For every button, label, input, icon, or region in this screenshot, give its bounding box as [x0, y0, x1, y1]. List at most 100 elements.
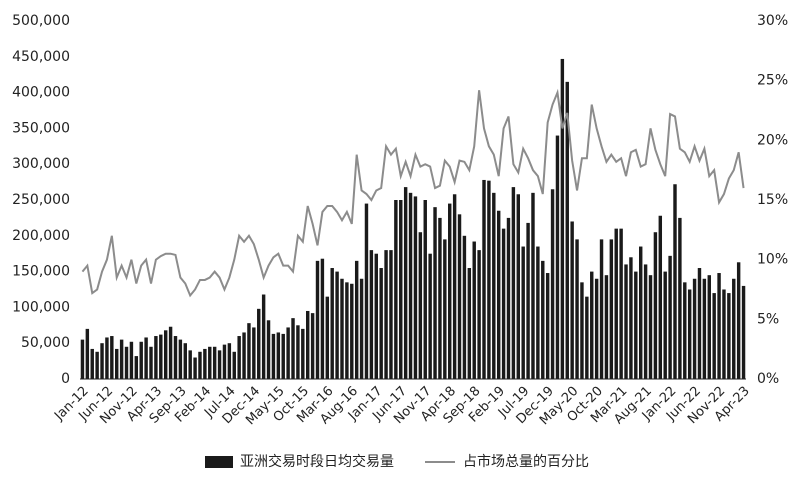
- bar: [203, 348, 207, 379]
- bar: [305, 310, 310, 379]
- bar: [364, 203, 369, 379]
- bar: [570, 221, 574, 379]
- bar: [354, 260, 359, 379]
- bar: [638, 246, 643, 379]
- bar: [208, 346, 212, 379]
- bar: [413, 196, 418, 379]
- bar: [134, 356, 139, 379]
- bar: [95, 351, 99, 379]
- y2-tick-label: 25%: [757, 73, 788, 89]
- y2-tick-label: 15%: [757, 192, 788, 208]
- bar: [541, 260, 545, 379]
- y2-tick-label: 10%: [757, 252, 788, 268]
- bar: [100, 343, 104, 379]
- bar: [658, 215, 663, 379]
- bar: [448, 203, 452, 379]
- bar: [732, 278, 736, 379]
- bar: [188, 350, 192, 379]
- y2-tick-label: 30%: [757, 13, 788, 29]
- bar: [291, 318, 295, 379]
- bar: [692, 278, 697, 379]
- y2-tick-label: 0%: [757, 371, 779, 387]
- bar: [599, 239, 604, 379]
- bar: [178, 339, 183, 379]
- bar: [511, 187, 516, 379]
- bar: [379, 268, 383, 379]
- bar: [232, 351, 236, 379]
- bar: [585, 296, 589, 379]
- bar: [80, 339, 85, 379]
- y2-tick-label: 5%: [757, 311, 779, 327]
- bar: [286, 327, 290, 379]
- bar: [237, 336, 241, 379]
- bar: [90, 348, 94, 379]
- bar: [653, 232, 658, 379]
- bar: [340, 278, 344, 379]
- bar: [261, 294, 266, 379]
- bar: [575, 239, 579, 379]
- bar: [149, 346, 153, 379]
- bar: [359, 278, 364, 379]
- bar: [521, 246, 525, 379]
- bar: [496, 210, 501, 379]
- bar: [408, 192, 413, 379]
- bar: [242, 332, 246, 379]
- bar: [129, 341, 134, 379]
- bar: [717, 273, 721, 379]
- bar: [105, 337, 109, 379]
- bar: [418, 232, 423, 379]
- bar: [159, 334, 163, 379]
- y-tick-label: 400,000: [12, 85, 70, 101]
- bar: [634, 271, 638, 379]
- y2-tick-label: 20%: [757, 132, 788, 148]
- bar: [144, 337, 148, 379]
- bar: [452, 194, 457, 379]
- legend-label: 占市场总量的百分比: [463, 453, 589, 470]
- bar: [423, 200, 427, 379]
- line: [81, 88, 745, 298]
- bar: [594, 278, 599, 379]
- y-tick-label: 0: [61, 371, 70, 387]
- bar: [212, 346, 217, 379]
- bar: [678, 217, 682, 379]
- bar: [741, 285, 746, 379]
- legend-swatch: [205, 456, 233, 468]
- bar: [374, 253, 378, 379]
- bar: [193, 357, 197, 379]
- bar: [673, 184, 677, 379]
- bar: [110, 336, 114, 379]
- bar: [119, 339, 124, 379]
- bar: [506, 217, 511, 379]
- bar: [516, 194, 521, 379]
- bar: [619, 228, 623, 379]
- bar: [629, 257, 633, 379]
- bar: [687, 289, 692, 379]
- bar: [702, 278, 707, 379]
- bar: [183, 343, 188, 379]
- bar: [550, 189, 555, 379]
- bar: [643, 264, 648, 379]
- bar: [384, 250, 388, 379]
- bar: [310, 313, 315, 379]
- y-tick-label: 450,000: [12, 49, 70, 65]
- y-tick-label: 100,000: [12, 299, 70, 315]
- y-tick-label: 500,000: [12, 13, 70, 29]
- bar: [281, 333, 285, 379]
- bar: [345, 282, 349, 379]
- bar: [712, 293, 716, 379]
- bar: [457, 214, 462, 379]
- bar: [428, 253, 432, 379]
- bar: [590, 271, 594, 379]
- legend-label: 亚洲交易时段日均交易量: [240, 453, 394, 470]
- bar: [247, 323, 251, 379]
- bar: [124, 346, 129, 379]
- bar: [296, 325, 300, 379]
- y-tick-label: 250,000: [12, 192, 70, 208]
- bar: [252, 327, 256, 379]
- bar: [154, 336, 158, 379]
- bar: [536, 246, 540, 379]
- bar: [555, 135, 560, 379]
- bar: [443, 239, 447, 379]
- bar: [217, 350, 222, 379]
